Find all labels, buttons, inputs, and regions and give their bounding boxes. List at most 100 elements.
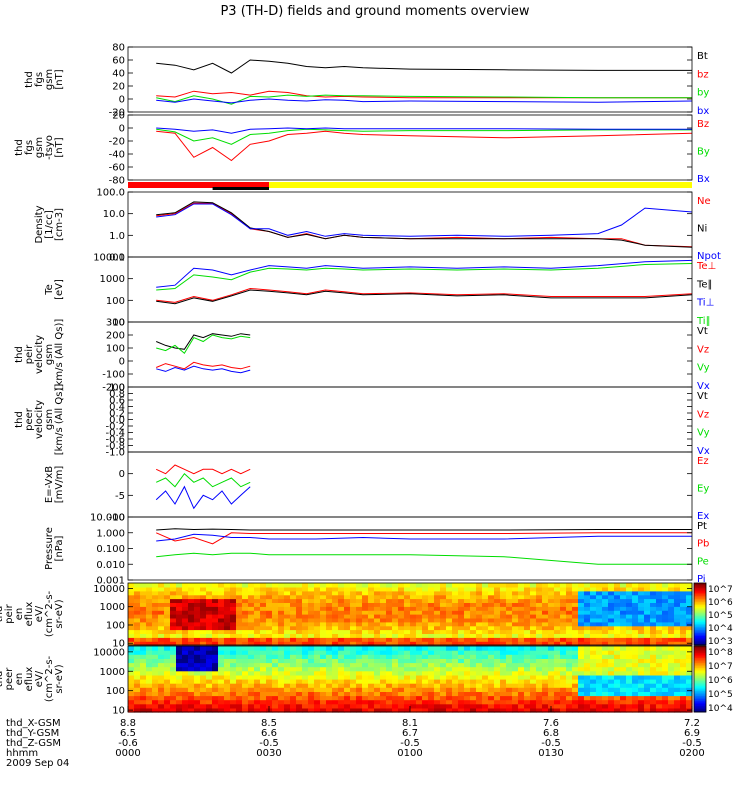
heatmap-cell bbox=[590, 666, 597, 672]
heatmap-cell bbox=[194, 641, 201, 646]
heatmap-cell bbox=[128, 650, 135, 655]
heatmap-cell bbox=[170, 614, 177, 619]
heatmap-cell bbox=[614, 646, 621, 651]
heatmap-cell bbox=[476, 641, 483, 646]
heatmap-cell bbox=[296, 650, 303, 655]
heatmap-cell bbox=[344, 586, 351, 592]
heatmap-cell bbox=[512, 658, 519, 664]
heatmap-cell bbox=[344, 703, 351, 709]
heatmap-cell bbox=[164, 674, 171, 680]
y-axis-label: thd bbox=[24, 71, 35, 88]
heatmap-cell bbox=[368, 641, 375, 646]
heatmap-cell bbox=[620, 695, 627, 701]
heatmap-cell bbox=[464, 606, 471, 611]
heatmap-cell bbox=[368, 674, 375, 680]
heatmap-cell bbox=[302, 670, 309, 676]
heatmap-cell bbox=[266, 606, 273, 611]
heatmap-cell bbox=[494, 650, 501, 655]
heatmap-cell bbox=[482, 699, 489, 705]
heatmap-cell bbox=[368, 614, 375, 619]
heatmap-cell bbox=[212, 654, 219, 659]
heatmap-cell bbox=[530, 610, 537, 615]
heatmap-cell bbox=[242, 699, 249, 705]
heatmap-cell bbox=[308, 598, 315, 603]
heatmap-cell bbox=[362, 598, 369, 603]
heatmap-cell bbox=[392, 633, 399, 638]
heatmap-cell bbox=[308, 641, 315, 646]
heatmap-cell bbox=[386, 650, 393, 655]
heatmap-cell bbox=[554, 602, 561, 607]
heatmap-cell bbox=[128, 633, 135, 638]
heatmap-cell bbox=[602, 602, 609, 607]
heatmap-cell bbox=[404, 637, 411, 642]
heatmap-cell bbox=[674, 637, 681, 642]
heatmap-cell bbox=[188, 654, 195, 659]
heatmap-cell bbox=[674, 610, 681, 615]
heatmap-cell bbox=[296, 629, 303, 634]
heatmap-cell bbox=[134, 610, 141, 615]
heatmap-cell bbox=[578, 594, 585, 600]
heatmap-cell bbox=[182, 703, 189, 709]
heatmap-cell bbox=[494, 699, 501, 705]
heatmap-cell bbox=[524, 586, 531, 592]
heatmap-cell bbox=[368, 670, 375, 676]
heatmap-cell bbox=[452, 695, 459, 701]
heatmap-cell bbox=[656, 629, 663, 634]
heatmap-cell bbox=[302, 641, 309, 646]
heatmap-cell bbox=[140, 699, 147, 705]
heatmap-cell bbox=[140, 650, 147, 655]
heatmap-cell bbox=[482, 695, 489, 701]
heatmap-cell bbox=[194, 658, 201, 664]
heatmap-cell bbox=[530, 625, 537, 631]
heatmap-cell bbox=[392, 621, 399, 627]
colorbar-segment bbox=[694, 623, 706, 626]
heatmap-cell bbox=[350, 666, 357, 672]
heatmap-cell bbox=[242, 637, 249, 642]
heatmap-cell bbox=[470, 598, 477, 603]
heatmap-cell bbox=[656, 683, 663, 688]
colorbar-segment bbox=[694, 688, 706, 691]
heatmap-cell bbox=[158, 629, 165, 634]
heatmap-cell bbox=[644, 594, 651, 600]
heatmap-cell bbox=[194, 707, 201, 713]
heatmap-cell bbox=[488, 687, 495, 692]
heatmap-cell bbox=[476, 654, 483, 659]
heatmap-cell bbox=[368, 610, 375, 615]
y-tick-label: 10 bbox=[112, 318, 125, 329]
heatmap-cell bbox=[326, 594, 333, 600]
heatmap-cell bbox=[572, 687, 579, 692]
heatmap-cell bbox=[482, 614, 489, 619]
heatmap-cell bbox=[644, 614, 651, 619]
heatmap-cell bbox=[350, 606, 357, 611]
heatmap-cell bbox=[320, 707, 327, 713]
heatmap-cell bbox=[422, 683, 429, 688]
heatmap-cell bbox=[158, 654, 165, 659]
heatmap-cell bbox=[314, 699, 321, 705]
heatmap-cell bbox=[266, 658, 273, 664]
heatmap-cell bbox=[290, 646, 297, 651]
heatmap-cell bbox=[272, 699, 279, 705]
heatmap-cell bbox=[404, 606, 411, 611]
y-tick-label: -1.0 bbox=[105, 448, 125, 459]
heatmap-cell bbox=[668, 586, 675, 592]
heatmap-cell bbox=[200, 695, 207, 701]
heatmap-cell bbox=[206, 703, 213, 709]
heatmap-cell bbox=[170, 602, 177, 607]
heatmap-cell bbox=[410, 670, 417, 676]
heatmap-cell bbox=[164, 695, 171, 701]
heatmap-cell bbox=[374, 683, 381, 688]
heatmap-cell bbox=[128, 687, 135, 692]
legend-entry-Ti⊥: Ti⊥ bbox=[696, 298, 714, 309]
heatmap-cell bbox=[596, 629, 603, 634]
heatmap-cell bbox=[350, 654, 357, 659]
y-axis-label: sr-eV) bbox=[54, 664, 65, 693]
heatmap-cell bbox=[542, 666, 549, 672]
heatmap-cell bbox=[128, 586, 135, 592]
heatmap-cell bbox=[470, 629, 477, 634]
heatmap-cell bbox=[428, 629, 435, 634]
heatmap-cell bbox=[566, 679, 573, 684]
heatmap-cell bbox=[500, 633, 507, 638]
heatmap-cell bbox=[608, 646, 615, 651]
heatmap-cell bbox=[458, 614, 465, 619]
legend-entry-Pb: Pb bbox=[697, 539, 709, 550]
